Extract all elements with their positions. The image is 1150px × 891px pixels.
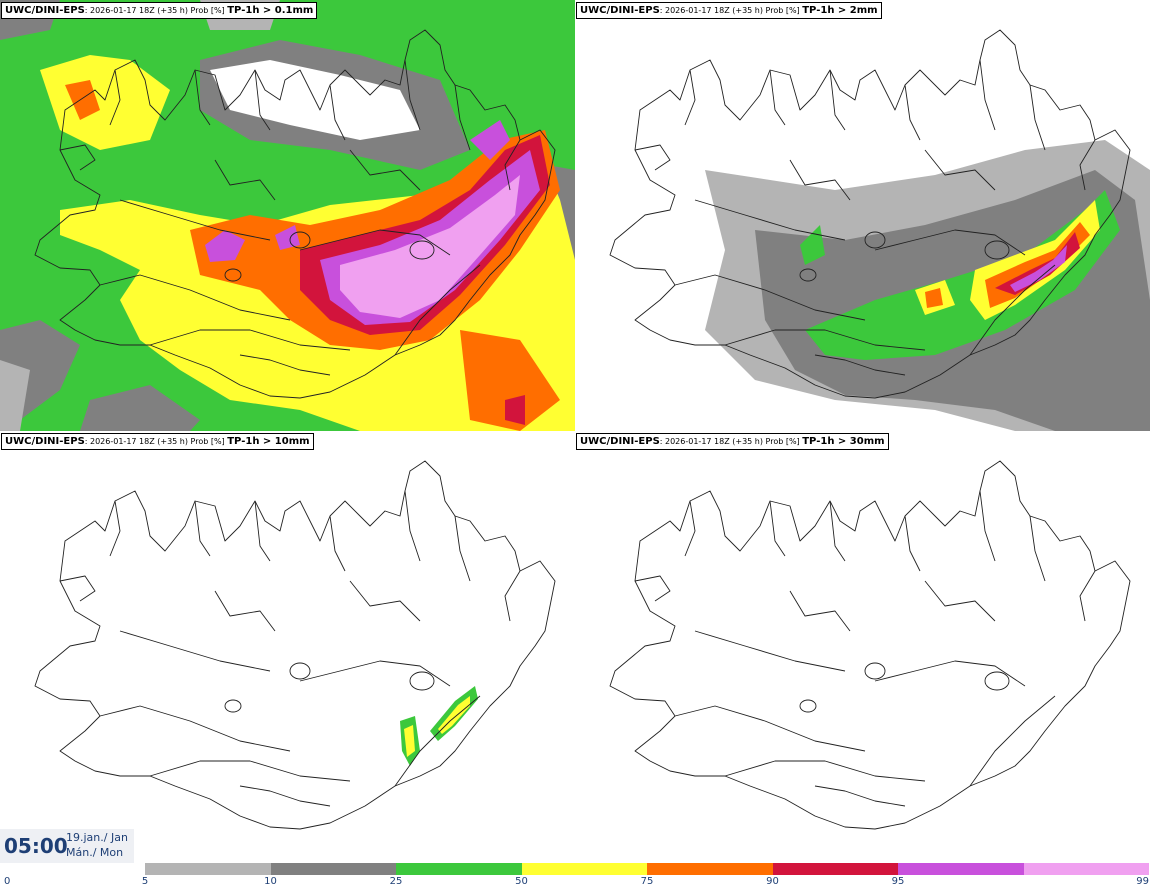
colorbar-tick-label: 10: [264, 876, 277, 887]
map-panel-tp-0.1mm: UWC/DINI-EPS: 2026-01-17 18Z (+35 h) Pro…: [0, 0, 575, 431]
valid-weekday: Mán./ Mon: [66, 846, 124, 859]
colorbar-segment: [898, 863, 1024, 875]
valid-time-box: 05:00 19.jan./ Jan Mán./ Mon: [0, 829, 134, 863]
colorbar-segment: [270, 863, 396, 875]
colorbar-tick-label: 0: [4, 876, 11, 887]
panel-title: UWC/DINI-EPS: 2026-01-17 18Z (+35 h) Pro…: [1, 433, 314, 450]
probability-map: [0, 0, 575, 431]
probability-map: [34, 460, 556, 830]
map-panel-tp-2mm: UWC/DINI-EPS: 2026-01-17 18Z (+35 h) Pro…: [575, 0, 1150, 431]
colorbar-tick-label: 90: [766, 876, 779, 887]
panel-title: UWC/DINI-EPS: 2026-01-17 18Z (+35 h) Pro…: [1, 2, 318, 19]
colorbar: [145, 863, 1149, 875]
colorbar-segment: [1023, 863, 1149, 875]
panel-title: UWC/DINI-EPS: 2026-01-17 18Z (+35 h) Pro…: [576, 2, 882, 19]
colorbar-tick-label: 25: [389, 876, 403, 887]
colorbar-tick-label: 50: [515, 876, 528, 887]
probability-map: [609, 29, 1150, 431]
panel-title: UWC/DINI-EPS: 2026-01-17 18Z (+35 h) Pro…: [576, 433, 889, 450]
colorbar-tick-label: 75: [640, 876, 654, 887]
colorbar-segment: [647, 863, 773, 875]
probability-map: [609, 460, 1131, 830]
valid-time: 05:00: [4, 834, 68, 858]
colorbar-tick-label: 99: [1136, 876, 1149, 887]
colorbar-tick-label: 5: [141, 876, 149, 887]
colorbar-tick-label: 95: [891, 876, 905, 887]
map-panel-tp-10mm: UWC/DINI-EPS: 2026-01-17 18Z (+35 h) Pro…: [0, 431, 575, 862]
colorbar-segment: [772, 863, 898, 875]
colorbar-segment: [521, 863, 647, 875]
colorbar-segment: [145, 863, 271, 875]
colorbar-segment: [396, 863, 522, 875]
map-panel-tp-30mm: UWC/DINI-EPS: 2026-01-17 18Z (+35 h) Pro…: [575, 431, 1150, 862]
valid-date: 19.jan./ Jan: [66, 831, 128, 844]
